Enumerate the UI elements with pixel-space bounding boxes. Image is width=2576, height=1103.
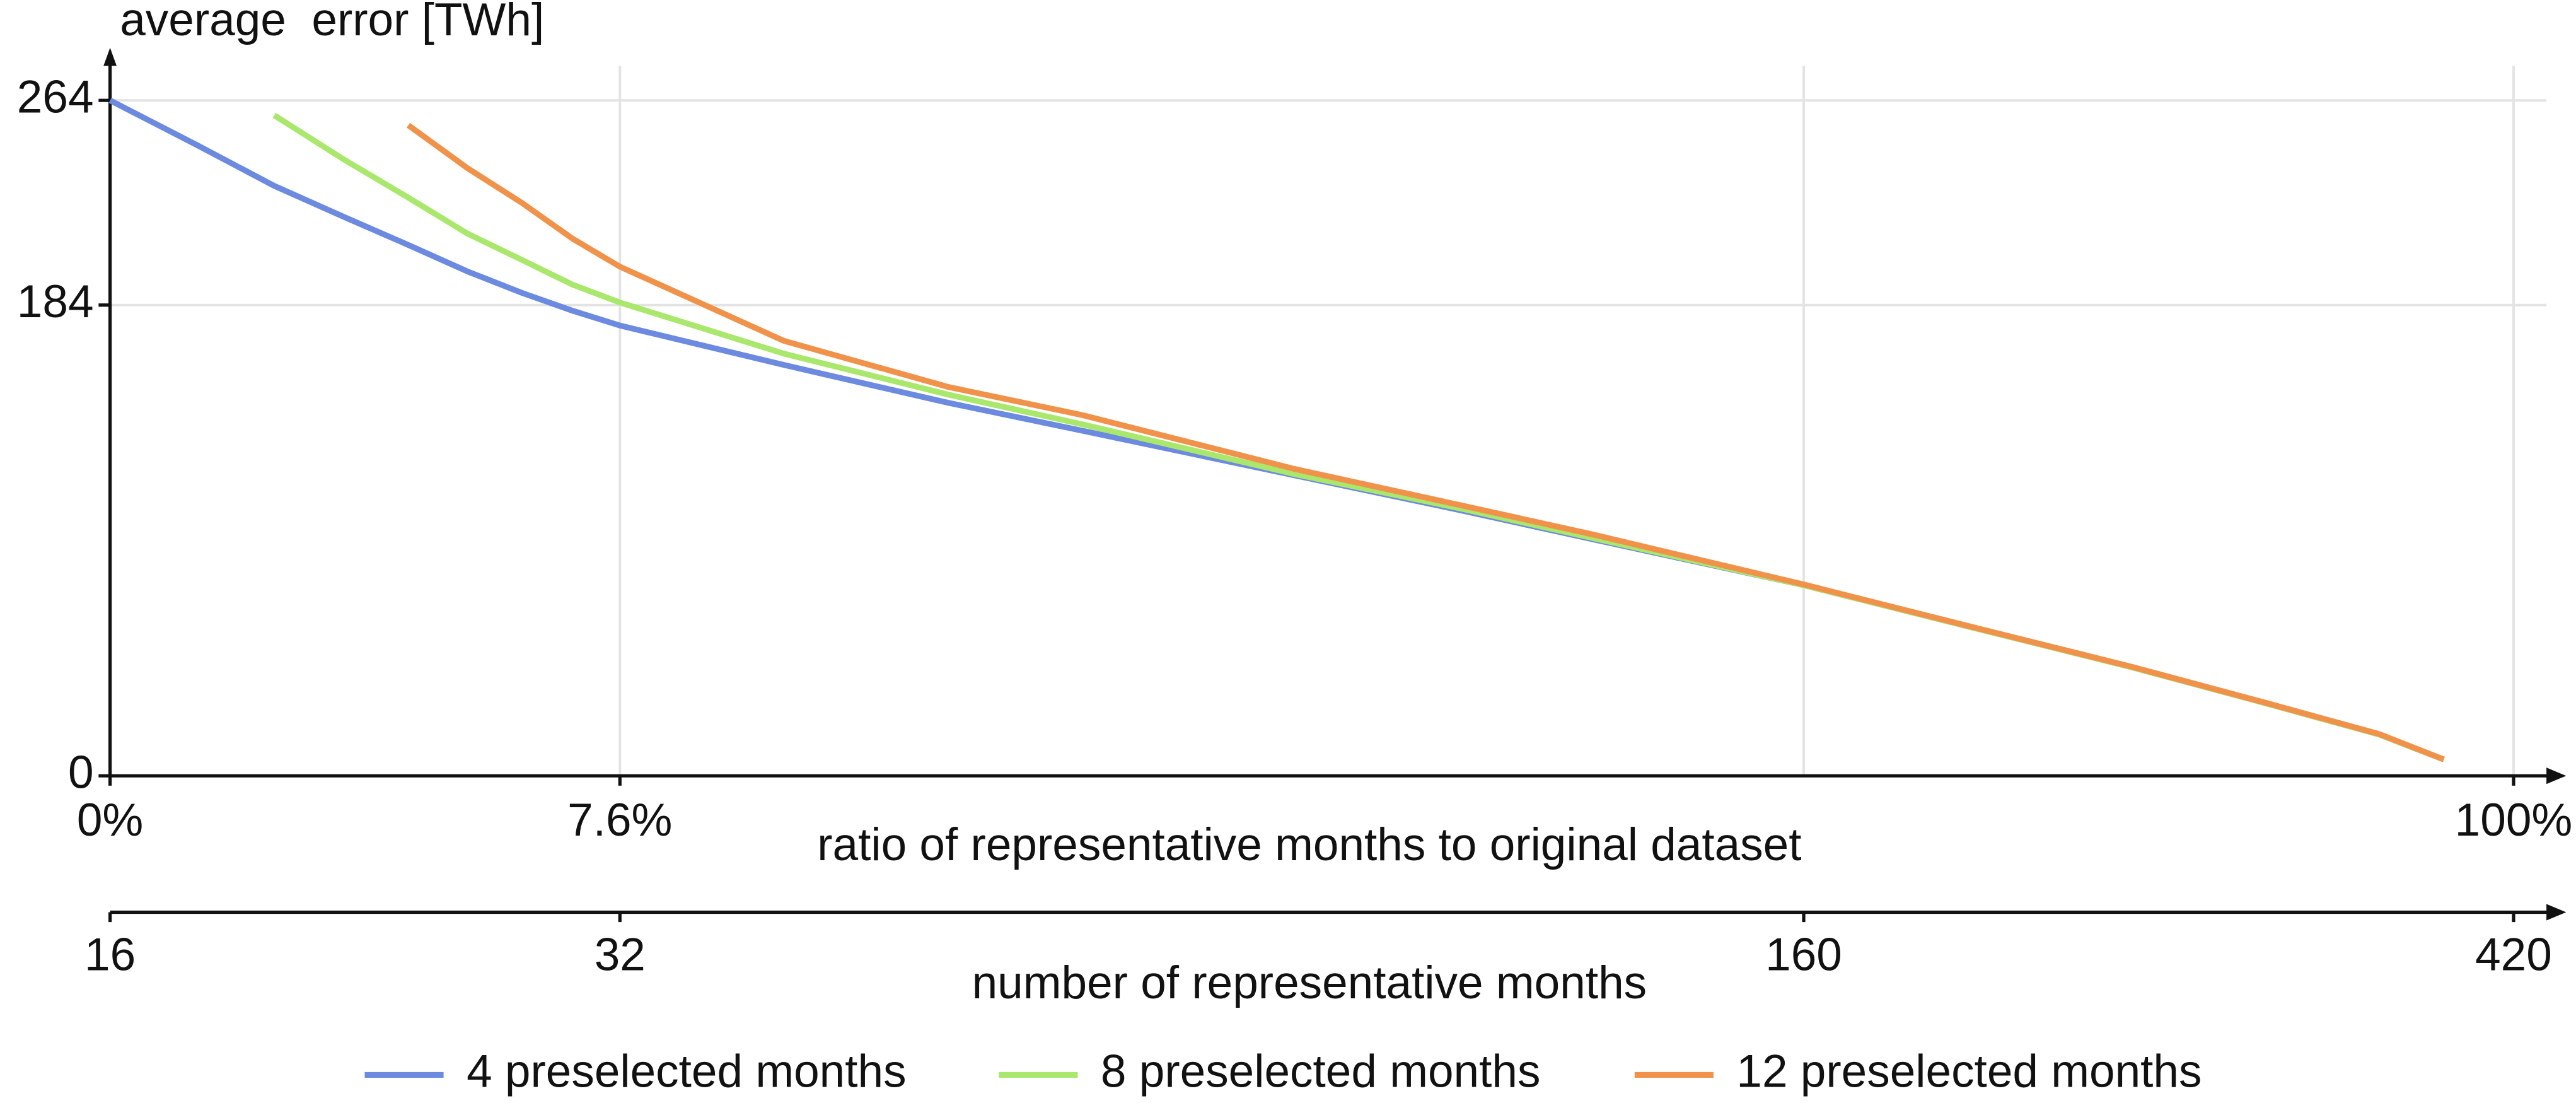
y-axis-arrow <box>103 47 117 66</box>
series-line <box>406 122 2445 762</box>
y-axis-label: average error [TWh] <box>120 0 544 45</box>
x-tick-label: 16 <box>84 930 136 981</box>
legend-label: 12 preselected months <box>1736 1046 2202 1097</box>
x2-axis-arrow <box>2546 767 2567 785</box>
y-tick-label: 0 <box>68 747 94 798</box>
y-tick-label: 184 <box>17 276 94 327</box>
x2-tick-label: 0% <box>77 795 143 846</box>
x-tick-label: 420 <box>2475 930 2552 981</box>
x2-tick-label: 100% <box>2455 795 2573 846</box>
x2-tick-label: 7.6% <box>567 795 672 846</box>
x-axis-label: number of representative months <box>972 957 1647 1008</box>
x-axis-arrow <box>2546 904 2567 921</box>
x-tick-label: 32 <box>595 930 646 981</box>
y-tick-label: 264 <box>17 71 94 122</box>
legend-label: 4 preselected months <box>467 1046 907 1097</box>
legend-label: 8 preselected months <box>1101 1046 1541 1097</box>
x-tick-label: 160 <box>1765 930 1842 981</box>
x2-axis-label: ratio of representative months to origin… <box>817 819 1801 870</box>
